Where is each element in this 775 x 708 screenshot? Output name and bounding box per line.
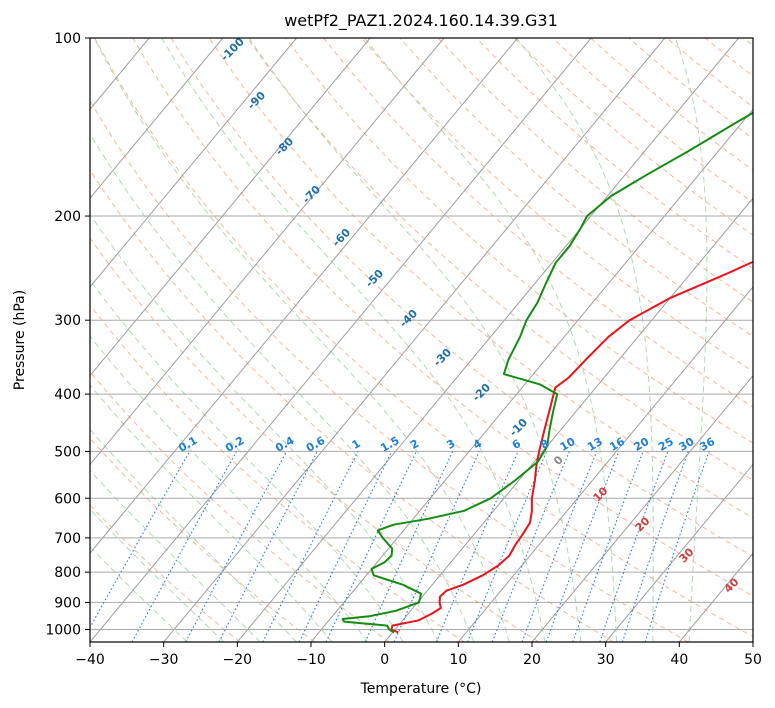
isotherm bbox=[310, 108, 753, 642]
grid-layer bbox=[90, 38, 753, 642]
mixing-ratio-line bbox=[521, 451, 598, 642]
isotherm bbox=[384, 197, 753, 642]
x-tick-label: 10 bbox=[449, 652, 467, 668]
moist-adiabat bbox=[90, 508, 225, 642]
mixing-ratio-line bbox=[621, 451, 689, 642]
isotherm bbox=[90, 38, 224, 199]
x-tick-label: −20 bbox=[223, 652, 253, 668]
dry-adiabat bbox=[132, 38, 753, 597]
chart-title: wetPf2_PAZ1.2024.160.14.39.G31 bbox=[284, 11, 558, 31]
y-tick-label: 300 bbox=[54, 313, 81, 329]
x-tick-label: 50 bbox=[744, 652, 762, 668]
moist-adiabat bbox=[90, 279, 404, 642]
y-tick-label: 100 bbox=[54, 31, 81, 47]
isotherm bbox=[90, 38, 518, 554]
y-tick-label: 600 bbox=[54, 491, 81, 507]
dry-adiabat bbox=[94, 38, 753, 638]
y-tick-label: 400 bbox=[54, 387, 81, 403]
moist-adiabat bbox=[248, 38, 582, 642]
moist-adiabat bbox=[90, 213, 439, 642]
moist-adiabat bbox=[90, 132, 475, 642]
y-tick-label: 900 bbox=[54, 595, 81, 611]
moist-adiabat bbox=[515, 38, 654, 642]
x-axis-title: Temperature (°C) bbox=[360, 681, 482, 697]
dry-adiabat bbox=[399, 38, 753, 337]
isotherm bbox=[90, 38, 297, 288]
x-tick-label: −30 bbox=[149, 652, 179, 668]
dry-adiabat bbox=[90, 304, 465, 642]
isotherm bbox=[605, 463, 753, 642]
x-axis: −40 −30 −20 −10 0 10 20 30 40 50 bbox=[75, 642, 762, 668]
mixing-ratio-line bbox=[572, 451, 644, 642]
isotherm bbox=[236, 38, 739, 642]
mixing-ratio-line bbox=[185, 451, 287, 642]
moist-adiabat bbox=[90, 546, 188, 642]
y-axis-title: Pressure (hPa) bbox=[12, 290, 28, 390]
dry-adiabat bbox=[90, 99, 689, 642]
mixing-ratio-line bbox=[545, 451, 620, 642]
dry-adiabat bbox=[208, 38, 753, 519]
dewpoint-line bbox=[341, 111, 753, 634]
temperature-line bbox=[390, 260, 753, 634]
isotherm bbox=[531, 374, 753, 642]
x-tick-label: 40 bbox=[670, 652, 688, 668]
series-layer bbox=[341, 111, 753, 634]
dry-adiabat bbox=[90, 504, 241, 642]
y-tick-label: 700 bbox=[54, 531, 81, 547]
x-tick-label: 20 bbox=[523, 652, 541, 668]
x-tick-label: −40 bbox=[75, 652, 105, 668]
moist-adiabat bbox=[90, 335, 369, 642]
y-tick-label: 200 bbox=[54, 209, 81, 225]
dry-adiabat bbox=[170, 38, 753, 558]
dry-adiabat bbox=[361, 38, 753, 372]
mixing-ratio-line bbox=[131, 451, 237, 642]
isotherm bbox=[90, 38, 592, 642]
mixing-ratio-line bbox=[599, 451, 669, 642]
dry-adiabat bbox=[90, 370, 390, 642]
isotherm bbox=[90, 38, 371, 377]
dry-adiabat bbox=[90, 437, 316, 642]
mixing-ratio-line bbox=[262, 451, 359, 642]
mixing-ratio-line bbox=[90, 451, 191, 629]
x-tick-label: 30 bbox=[597, 652, 615, 668]
isotherm bbox=[457, 286, 753, 642]
y-tick-label: 500 bbox=[54, 444, 81, 460]
y-tick-label: 1000 bbox=[45, 622, 81, 638]
y-tick-label: 800 bbox=[54, 565, 81, 581]
x-tick-label: −10 bbox=[296, 652, 326, 668]
dry-adiabat bbox=[90, 237, 540, 642]
mixing-ratio-line bbox=[393, 451, 480, 642]
isotherm bbox=[90, 38, 445, 466]
isotherm bbox=[163, 38, 666, 642]
mixing-ratio-line bbox=[644, 451, 710, 642]
mixing-ratio-line bbox=[435, 451, 519, 642]
y-axis: 100 200 300 400 500 600 700 800 900 1000 bbox=[45, 31, 90, 638]
x-tick-label: 0 bbox=[380, 652, 389, 668]
moist-adiabat bbox=[161, 38, 546, 642]
moist-adiabat bbox=[93, 38, 510, 642]
mixing-ratio-line bbox=[491, 451, 570, 642]
dry-adiabat bbox=[90, 169, 614, 642]
moist-adiabat bbox=[90, 384, 333, 642]
dry-adiabat bbox=[285, 38, 753, 444]
plot-frame bbox=[89, 37, 754, 643]
